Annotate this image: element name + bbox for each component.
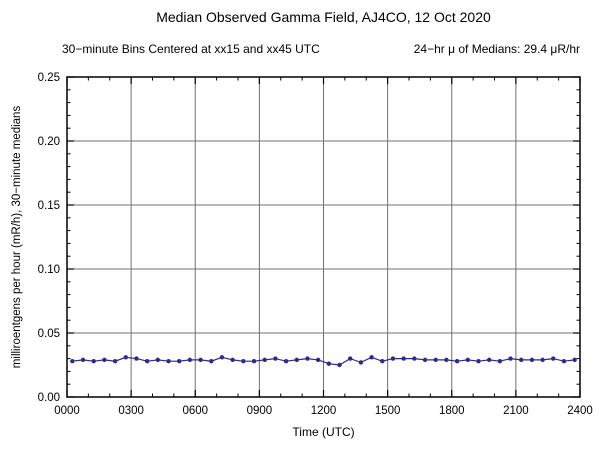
data-point — [155, 357, 161, 363]
data-point — [348, 356, 353, 361]
data-point — [294, 357, 299, 363]
data-point — [166, 358, 171, 364]
chart-subtitle: 30−minute Bins Centered at xx15 and xx45… — [62, 42, 580, 56]
data-point — [390, 356, 396, 361]
data-point — [465, 357, 470, 363]
data-point — [497, 358, 503, 364]
data-point — [315, 357, 321, 363]
data-point — [444, 357, 449, 363]
data-point — [80, 357, 86, 363]
x-tick-label: 0000 — [54, 405, 80, 417]
data-point — [508, 356, 513, 361]
data-point — [326, 361, 332, 366]
data-point — [70, 358, 75, 364]
y-tick-label: 0.05 — [38, 328, 60, 340]
y-tick-label: 0.15 — [38, 200, 60, 212]
data-point — [241, 358, 246, 364]
y-axis-label: milliroentgens per hour (mR/h), 30−minut… — [11, 106, 23, 369]
y-tick-label: 0.25 — [38, 72, 60, 84]
x-axis-label: Time (UTC) — [292, 425, 354, 439]
data-point — [561, 358, 567, 364]
data-point — [572, 357, 577, 363]
data-point — [519, 357, 524, 363]
x-tick-label: 2400 — [567, 405, 593, 417]
x-tick-label: 0900 — [247, 405, 273, 417]
data-point — [273, 356, 278, 361]
data-point — [476, 358, 481, 364]
data-point — [422, 357, 428, 363]
x-tick-label: 1200 — [311, 405, 337, 417]
data-point — [134, 356, 139, 361]
x-tick-label: 0600 — [182, 405, 208, 417]
data-point — [91, 358, 96, 364]
data-point — [187, 357, 193, 363]
chart-title: Median Observed Gamma Field, AJ4CO, 12 O… — [156, 9, 491, 25]
data-point — [283, 358, 289, 364]
data-point — [230, 357, 235, 363]
y-tick-label: 0.00 — [38, 392, 60, 404]
data-point — [529, 357, 535, 363]
data-point — [337, 362, 342, 368]
x-tick-label: 0300 — [118, 405, 144, 417]
data-point — [177, 358, 182, 364]
data-point — [369, 355, 374, 360]
data-point — [198, 357, 203, 363]
data-point — [551, 356, 556, 361]
data-point — [112, 358, 118, 364]
data-point — [102, 357, 107, 363]
data-point — [144, 358, 150, 364]
data-point — [219, 355, 225, 360]
y-tick-label: 0.10 — [38, 264, 60, 276]
subtitle-mean-label: 24−hr μ of Medians: 29.4 μR/hr — [413, 42, 580, 56]
subtitle-bins-label: 30−minute Bins Centered at xx15 and xx45… — [62, 42, 320, 56]
data-point — [358, 360, 364, 365]
data-point — [380, 358, 385, 364]
data-point — [412, 356, 417, 361]
x-tick-label: 2100 — [503, 405, 529, 417]
data-point — [262, 357, 267, 363]
data-point — [486, 357, 492, 363]
data-point — [401, 356, 406, 361]
x-tick-label: 1800 — [439, 405, 465, 417]
y-tick-label: 0.20 — [38, 136, 60, 148]
plot-border — [66, 76, 581, 398]
data-point — [433, 357, 438, 363]
x-tick-label: 1500 — [375, 405, 401, 417]
data-point — [454, 358, 460, 364]
data-point — [305, 356, 310, 361]
data-point — [209, 358, 214, 364]
data-point — [251, 358, 257, 364]
data-point — [540, 357, 545, 363]
data-point — [123, 355, 128, 360]
